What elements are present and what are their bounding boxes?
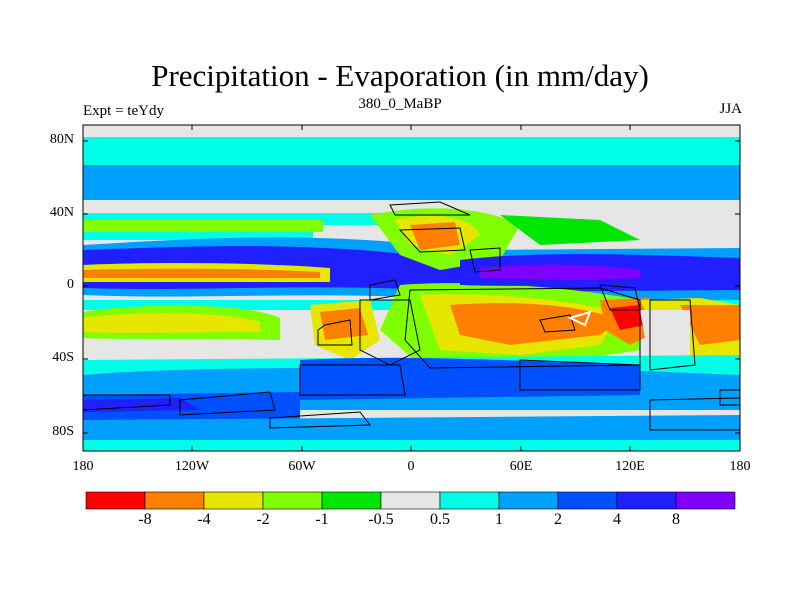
lon-label-0: 0 <box>407 459 415 474</box>
lat-label-80n: 80N <box>49 132 74 147</box>
band-skyblue-north <box>83 165 740 200</box>
colorbar-tick-label: -2 <box>256 511 270 528</box>
lat-label-eq: 0 <box>67 277 74 292</box>
colorbar-swatch <box>675 491 736 510</box>
colorbar-swatch <box>498 491 559 510</box>
colorbar-tick-label: 2 <box>554 511 562 528</box>
colorbar-swatch <box>321 491 382 510</box>
lon-label-120e: 120E <box>615 459 645 474</box>
tick-marks <box>83 125 740 451</box>
band-cyan-north <box>83 137 740 165</box>
colorbar-tick-label: -4 <box>197 511 211 528</box>
colorbar-swatch <box>203 491 264 510</box>
lat-label-40n: 40N <box>49 205 74 220</box>
map-field <box>83 125 740 451</box>
colorbar-tick-label: 0.5 <box>430 511 450 528</box>
lat-label-80s: 80S <box>52 424 74 439</box>
lon-label-180e: 180 <box>729 459 751 474</box>
colorbar-swatch <box>557 491 618 510</box>
colorbar-swatch <box>144 491 205 510</box>
colorbar-tick-label: 1 <box>495 511 503 528</box>
colorbar-tick-label: 4 <box>613 511 621 528</box>
lat-label-40s: 40S <box>52 350 74 365</box>
map-subtitle: 380_0_MaBP <box>358 96 442 112</box>
colorbar-swatch <box>85 491 146 510</box>
colorbar-tick-label: 8 <box>672 511 680 528</box>
colorbar-swatch <box>380 491 441 510</box>
coastlines <box>83 201 740 431</box>
experiment-label: Expt = teYdy <box>83 103 164 119</box>
lon-label-60e: 60E <box>509 459 533 474</box>
lon-label-120w: 120W <box>174 459 210 474</box>
map-title: Precipitation - Evaporation (in mm/day) <box>151 58 649 93</box>
colorbar-swatch <box>616 491 677 510</box>
colorbar-tick-label: -0.5 <box>368 511 394 528</box>
lon-label-180w: 180 <box>72 459 94 474</box>
lon-label-60w: 60W <box>288 459 316 474</box>
colorbar-swatch <box>262 491 323 510</box>
season-label: JJA <box>719 101 742 117</box>
colorbar-tick-label: -1 <box>315 511 329 528</box>
colorbar <box>85 491 736 510</box>
colorbar-swatch <box>439 491 500 510</box>
colorbar-tick-label: -8 <box>138 511 152 528</box>
